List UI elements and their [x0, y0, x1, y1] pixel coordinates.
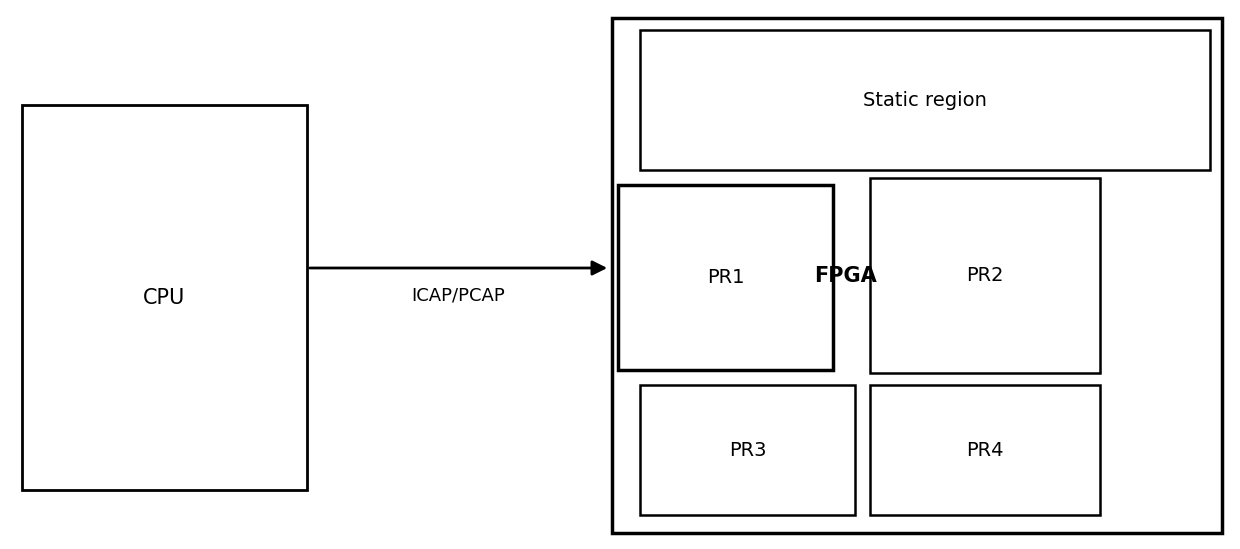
Bar: [640, 30, 1210, 170]
Bar: [870, 385, 1100, 515]
Text: PR2: PR2: [966, 266, 1003, 285]
Text: FPGA: FPGA: [815, 266, 877, 285]
Text: PR3: PR3: [729, 440, 766, 460]
Bar: [870, 178, 1100, 373]
Bar: [640, 385, 856, 515]
Bar: [618, 185, 833, 370]
Bar: [22, 105, 308, 490]
Text: CPU: CPU: [144, 288, 186, 307]
Text: PR1: PR1: [707, 268, 744, 287]
Bar: [613, 18, 1221, 533]
Text: ICAP/PCAP: ICAP/PCAP: [412, 287, 506, 305]
Text: Static region: Static region: [863, 91, 987, 109]
Text: PR4: PR4: [966, 440, 1003, 460]
